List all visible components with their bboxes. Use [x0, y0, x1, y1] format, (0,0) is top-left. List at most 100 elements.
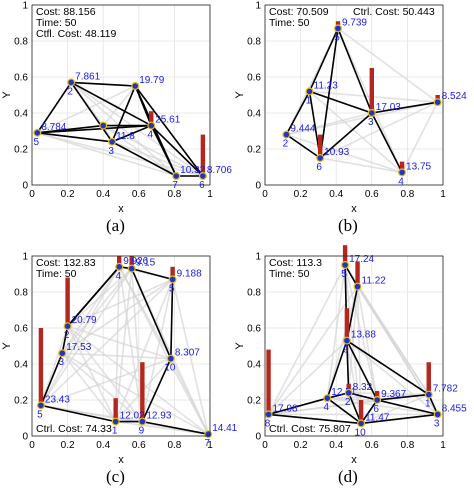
- node-value-label: 8.307: [175, 348, 200, 359]
- candidate-link: [308, 90, 403, 174]
- candidate-link: [268, 340, 348, 415]
- x-tick-label: 0.8: [167, 440, 181, 451]
- x-axis-label: x: [118, 203, 124, 215]
- node-id-label: 5: [34, 137, 40, 148]
- control-bar: [346, 383, 351, 393]
- control-bar: [355, 261, 360, 287]
- node-id-label: 7: [172, 180, 178, 191]
- candidate-link: [346, 340, 362, 424]
- node-value-label: 12.93: [146, 411, 171, 422]
- candidate-link: [40, 325, 69, 406]
- control-bar: [129, 256, 134, 269]
- y-tick-label: 0: [255, 181, 261, 192]
- candidate-link: [319, 101, 439, 159]
- x-axis-label: x: [351, 203, 357, 215]
- caption-b: (b): [338, 216, 358, 235]
- candidate-link: [347, 286, 359, 393]
- node-id-label: 2: [64, 330, 70, 341]
- control-bar: [38, 328, 44, 406]
- control-bar: [317, 134, 323, 158]
- network-edge: [319, 112, 373, 159]
- network-node: [147, 121, 156, 130]
- node-value-label: 12.02: [120, 411, 145, 422]
- node-value-label: 11.47: [365, 412, 390, 423]
- control-bar: [358, 400, 364, 424]
- network-edge: [70, 81, 152, 127]
- y-tick-label: 0.2: [247, 396, 261, 407]
- network-node: [111, 417, 120, 426]
- candidate-link: [67, 325, 172, 360]
- node-value-label: 9.367: [381, 389, 406, 400]
- y-axis-label: Y: [1, 91, 13, 99]
- network-edge: [40, 404, 116, 423]
- node-id-label: 2: [345, 397, 351, 408]
- node-value-label: 9.15: [136, 258, 156, 269]
- node-value-label: 10.32: [180, 165, 205, 176]
- cost-info-text: Ctrl. Cost: 75.807: [269, 423, 351, 435]
- network-edge: [40, 352, 64, 406]
- y-tick-label: 1: [255, 1, 261, 12]
- candidate-link: [267, 286, 359, 415]
- candidate-link: [327, 397, 438, 416]
- network-edge: [319, 28, 339, 159]
- network-edge: [111, 124, 152, 143]
- control-bar: [266, 349, 271, 415]
- control-bar: [140, 362, 145, 422]
- network-edge: [70, 81, 113, 143]
- network-edge: [337, 28, 373, 114]
- cost-info-text: Cost: 132.83: [36, 257, 96, 269]
- network-edge: [37, 132, 113, 143]
- network-node: [168, 275, 177, 284]
- network-edge: [360, 399, 378, 424]
- node-id-label: 1: [306, 95, 312, 106]
- candidate-link: [360, 393, 430, 425]
- network-node: [333, 24, 342, 33]
- x-tick-label: 0.8: [400, 189, 414, 200]
- candidate-link: [61, 352, 209, 435]
- candidate-link: [67, 268, 133, 327]
- network-node: [138, 417, 147, 426]
- network-edge: [37, 124, 152, 134]
- network-node: [172, 172, 181, 181]
- control-bar: [369, 68, 374, 113]
- y-tick-label: 0.2: [247, 145, 261, 156]
- network-node: [342, 336, 351, 345]
- candidate-link: [62, 352, 171, 360]
- x-tick-label: 1: [440, 440, 446, 451]
- network-node: [373, 396, 382, 405]
- network-node: [433, 98, 442, 107]
- network-edge: [348, 392, 378, 401]
- x-tick-label: 0.8: [400, 440, 414, 451]
- y-tick-label: 0.6: [14, 73, 28, 84]
- node-value-label: 11.23: [314, 80, 339, 91]
- candidate-link: [170, 358, 209, 435]
- cost-info-text: Cost: 113.3: [269, 257, 322, 269]
- network-node: [353, 282, 362, 291]
- node-id-label: 10: [164, 363, 176, 374]
- cost-info-text: Time: 50: [36, 17, 77, 29]
- x-tick-label: 0.2: [294, 189, 308, 200]
- network-node: [282, 130, 291, 139]
- control-bar: [113, 398, 118, 422]
- node-id-label: 5: [37, 409, 43, 420]
- node-id-label: 2: [67, 86, 73, 97]
- network-edge: [61, 326, 69, 354]
- candidate-link: [61, 278, 174, 354]
- network-node: [204, 430, 213, 439]
- plot-frame: [264, 255, 444, 437]
- candidate-link: [346, 339, 439, 416]
- network-node: [36, 401, 45, 410]
- node-id-label: 4: [398, 176, 404, 187]
- network-edge: [376, 399, 438, 416]
- x-tick-label: 0.8: [167, 189, 181, 200]
- y-tick-label: 0.6: [247, 73, 261, 84]
- node-value-label: 17.24: [349, 254, 374, 265]
- node-id-label: 9: [139, 426, 145, 437]
- y-tick-label: 0.8: [14, 288, 28, 299]
- cost-info-text: Ctrl. Cost: 50.443: [353, 6, 435, 18]
- node-id-label: 9: [343, 345, 349, 356]
- network-node: [341, 261, 350, 270]
- y-tick-label: 0.8: [247, 288, 261, 299]
- node-value-label: 17.53: [66, 342, 91, 353]
- candidate-link: [111, 141, 204, 177]
